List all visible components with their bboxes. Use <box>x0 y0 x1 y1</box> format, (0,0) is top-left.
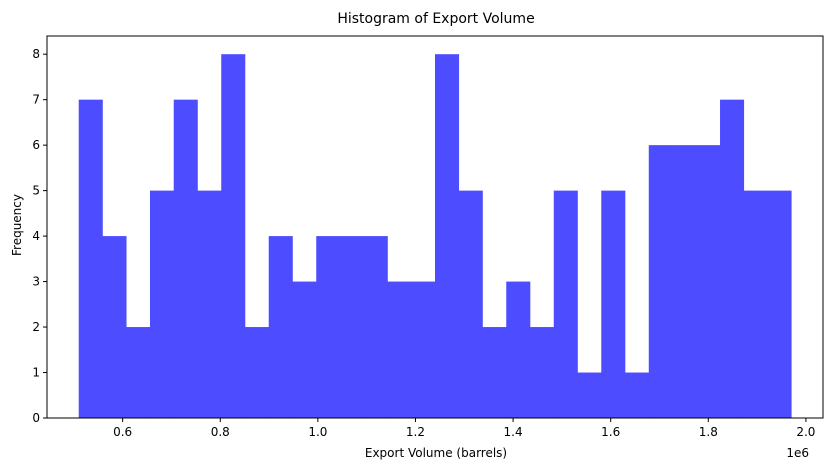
histogram-bar <box>363 236 388 418</box>
histogram-bar <box>197 190 222 418</box>
histogram-bar <box>482 327 507 418</box>
histogram-bar <box>767 190 792 418</box>
histogram-bar <box>268 236 293 418</box>
chart-title: Histogram of Export Volume <box>337 11 534 27</box>
x-axis-title: Export Volume (barrels) <box>365 446 507 460</box>
y-tick-label: 8 <box>32 47 40 61</box>
y-tick-label: 5 <box>32 184 40 198</box>
histogram-bar <box>601 190 626 418</box>
histogram-bar <box>530 327 555 418</box>
x-tick-label: 1.2 <box>406 425 425 439</box>
histogram-bar <box>149 190 175 418</box>
histogram-bar <box>316 236 341 418</box>
histogram-bar <box>292 281 317 418</box>
histogram-bar <box>339 236 365 418</box>
x-tick-label: 1.4 <box>504 425 523 439</box>
x-tick-label: 1.6 <box>601 425 620 439</box>
histogram-bar <box>506 281 531 418</box>
histogram-bar <box>743 190 768 418</box>
histogram-bar <box>387 281 412 418</box>
histogram-bar <box>648 145 673 418</box>
histogram-bar <box>720 99 745 419</box>
y-tick-label: 7 <box>32 93 40 107</box>
bars-group <box>78 54 792 419</box>
x-axis: 0.6 0.8 1.0 1.2 1.4 1.6 1.8 2.0 <box>113 418 815 439</box>
x-tick-label: 2.0 <box>796 425 815 439</box>
histogram-bar <box>435 54 460 418</box>
histogram-bar <box>126 327 151 418</box>
y-tick-label: 6 <box>32 138 40 152</box>
histogram-bar <box>458 190 483 418</box>
y-tick-label: 3 <box>32 275 40 289</box>
histogram-bar <box>625 372 650 418</box>
y-tick-label: 1 <box>32 366 40 380</box>
histogram-bar <box>672 145 697 418</box>
plot-frame <box>46 35 824 419</box>
y-tick-label: 4 <box>32 229 40 243</box>
x-tick-label: 1.0 <box>308 425 327 439</box>
y-axis-title: Frequency <box>10 194 24 256</box>
histogram-bar <box>411 281 436 418</box>
histogram-bar <box>78 99 103 419</box>
histogram-bar <box>102 236 127 418</box>
histogram-bar <box>173 99 198 419</box>
x-tick-label: 1.8 <box>699 425 718 439</box>
x-tick-label: 0.6 <box>113 425 132 439</box>
histogram-bar <box>553 190 578 418</box>
histogram-bar <box>696 145 721 418</box>
histogram-bar <box>577 372 602 418</box>
y-tick-label: 2 <box>32 320 40 334</box>
histogram-bar <box>221 54 246 418</box>
y-axis: 0 1 2 3 4 5 6 7 8 <box>32 47 47 425</box>
x-offset-label: 1e6 <box>786 446 809 460</box>
x-tick-label: 0.8 <box>211 425 230 439</box>
y-tick-label: 0 <box>32 411 40 425</box>
histogram-bar <box>244 327 270 418</box>
